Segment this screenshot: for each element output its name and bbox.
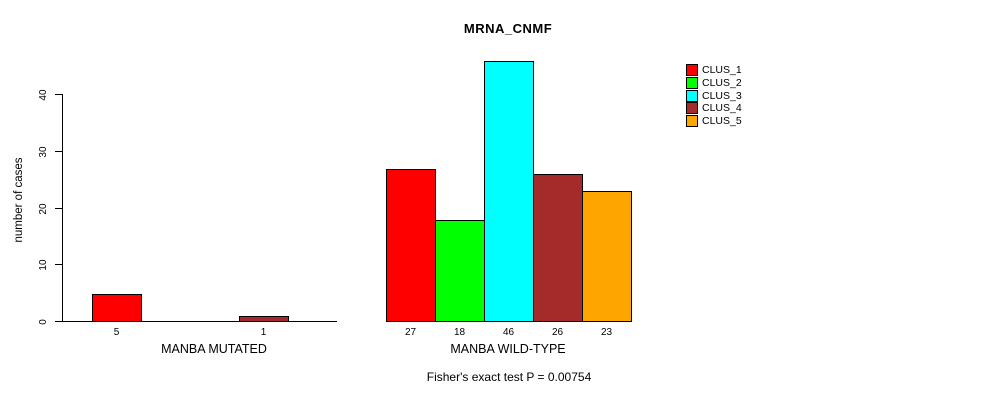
y-tick xyxy=(55,207,63,209)
bar-value-label: 5 xyxy=(113,327,120,338)
legend-swatch-clus_1 xyxy=(686,64,698,76)
bar-clus_4-manba-mutated xyxy=(239,316,289,322)
bar-value-label: 46 xyxy=(502,327,515,338)
legend-swatch-clus_2 xyxy=(686,76,698,89)
y-axis-line xyxy=(62,95,63,322)
y-tick xyxy=(55,264,63,266)
legend-item-clus_2: CLUS_2 xyxy=(686,76,742,89)
legend-item-clus_3: CLUS_3 xyxy=(686,89,742,102)
legend-label: CLUS_5 xyxy=(702,115,742,127)
legend-label: CLUS_1 xyxy=(702,64,742,76)
chart-title: MRNA_CNMF xyxy=(463,21,553,36)
y-tick-label: 20 xyxy=(38,202,49,215)
legend-label: CLUS_4 xyxy=(702,102,742,115)
legend-swatch-clus_3 xyxy=(686,89,698,102)
y-axis-label: number of cases xyxy=(13,157,25,243)
fisher-test-annotation: Fisher's exact test P = 0.00754 xyxy=(426,370,592,384)
legend-item-clus_5: CLUS_5 xyxy=(686,115,742,127)
legend-item-clus_1: CLUS_1 xyxy=(686,64,742,76)
legend-item-clus_4: CLUS_4 xyxy=(686,102,742,115)
bar-value-label: 26 xyxy=(551,327,564,338)
bar-clus_4-manba-wild-type xyxy=(533,174,583,322)
y-tick xyxy=(55,321,63,322)
x-baseline-group-0 xyxy=(63,321,337,322)
bar-value-label: 1 xyxy=(260,327,267,338)
y-tick-label: 0 xyxy=(38,319,49,325)
y-tick xyxy=(55,150,63,152)
y-tick-label: 30 xyxy=(38,146,49,158)
x-group-label-manba-wild-type: MANBA WILD-TYPE xyxy=(450,342,566,356)
legend-label: CLUS_3 xyxy=(702,89,742,102)
legend-label: CLUS_2 xyxy=(702,76,742,89)
bar-clus_3-manba-wild-type xyxy=(484,61,534,322)
y-tick-label: 40 xyxy=(38,89,49,101)
legend-swatch-clus_4 xyxy=(686,102,698,115)
bar-clus_5-manba-wild-type xyxy=(582,191,632,322)
legend-swatch-clus_5 xyxy=(686,115,698,127)
y-tick-label: 10 xyxy=(38,259,49,271)
bar-clus_1-manba-wild-type xyxy=(386,169,436,322)
bar-value-label: 18 xyxy=(453,327,466,338)
bar-value-label: 23 xyxy=(600,327,613,338)
bar-value-label: 27 xyxy=(404,327,417,338)
bar-clus_1-manba-mutated xyxy=(92,294,142,322)
y-tick xyxy=(55,94,63,95)
x-group-label-manba-mutated: MANBA MUTATED xyxy=(161,342,267,356)
bar-clus_2-manba-wild-type xyxy=(435,220,485,322)
